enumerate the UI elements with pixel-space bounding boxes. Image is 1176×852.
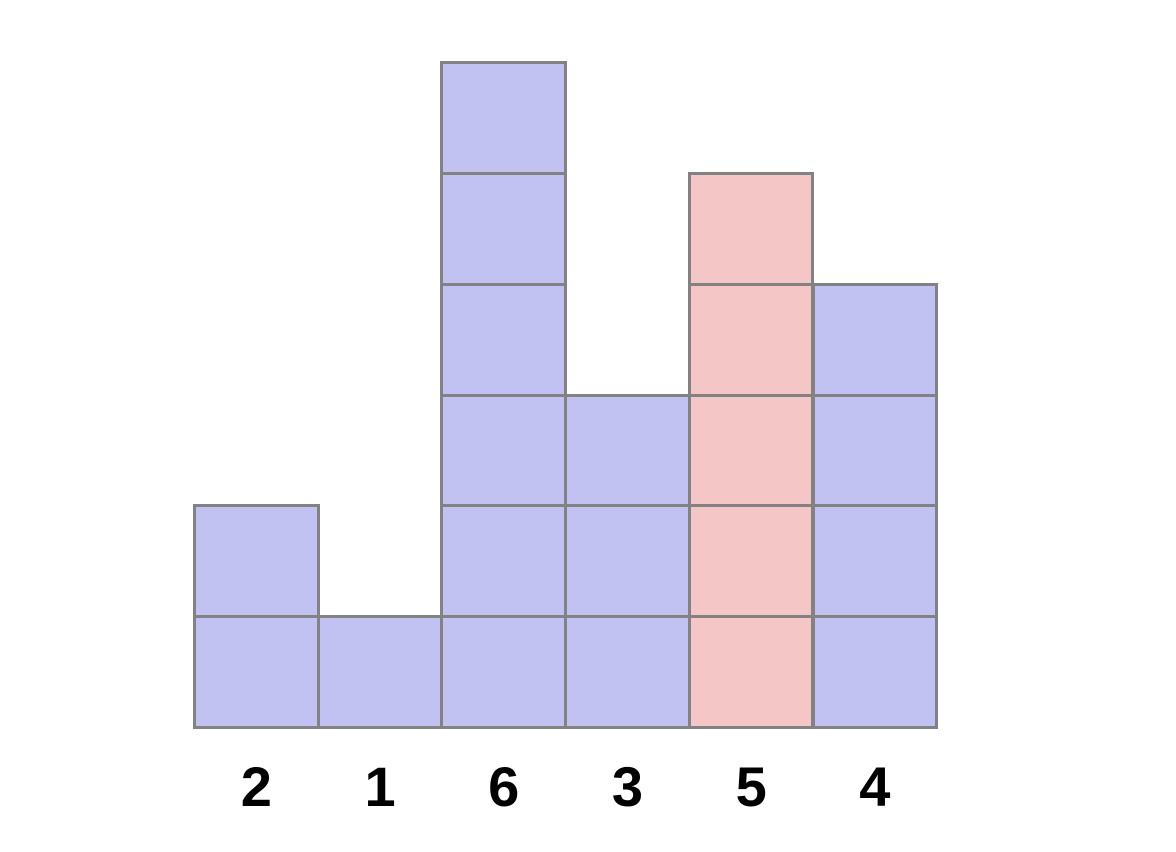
unit-block xyxy=(687,393,815,508)
unit-block xyxy=(193,615,320,729)
unit-block xyxy=(440,282,568,397)
column-label: 5 xyxy=(735,755,767,818)
unit-block xyxy=(564,615,691,729)
column-label: 1 xyxy=(364,755,396,818)
unit-block xyxy=(687,615,815,729)
column-label: 4 xyxy=(859,755,891,818)
column-label: 3 xyxy=(611,755,644,818)
unit-block xyxy=(811,282,939,397)
unit-block xyxy=(564,504,691,619)
unit-block xyxy=(440,393,568,508)
unit-block xyxy=(811,615,939,729)
unit-block xyxy=(811,504,939,619)
unit-block xyxy=(687,504,815,619)
unit-block xyxy=(440,504,568,619)
unit-block xyxy=(440,61,568,175)
unit-block xyxy=(316,615,444,729)
unit-block xyxy=(564,393,691,508)
column-label: 6 xyxy=(488,755,520,818)
unit-block xyxy=(440,615,568,729)
unit-block xyxy=(687,282,815,397)
unit-block xyxy=(687,172,815,286)
unit-block xyxy=(193,504,320,619)
unit-block xyxy=(440,172,568,286)
unit-block xyxy=(811,393,939,508)
column-label: 2 xyxy=(240,755,272,818)
